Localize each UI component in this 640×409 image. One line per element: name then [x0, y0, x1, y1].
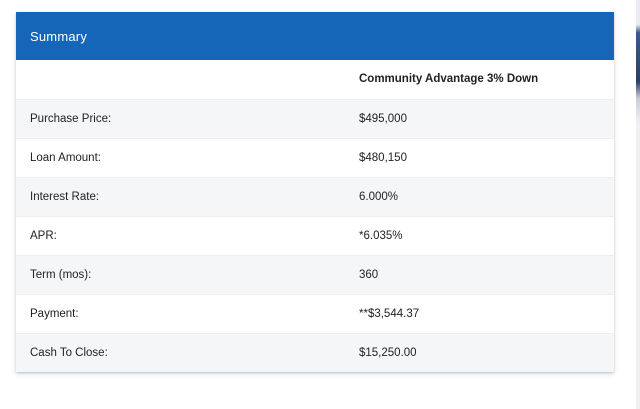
- row-label: Interest Rate:: [16, 176, 344, 216]
- table-row-payment: Payment: **$3,544.37: [16, 293, 614, 333]
- row-value: *6.035%: [344, 215, 614, 255]
- table-row-term: Term (mos): 360: [16, 254, 614, 294]
- window-edge-strip: [636, 0, 640, 409]
- table-row-loan-amount: Loan Amount: $480,150: [16, 137, 614, 177]
- table-header-row: Community Advantage 3% Down: [16, 60, 614, 99]
- table-row-cash-to-close: Cash To Close: $15,250.00: [16, 332, 614, 372]
- row-value: 360: [344, 254, 614, 294]
- row-label: Purchase Price:: [16, 98, 344, 138]
- row-label: APR:: [16, 215, 344, 255]
- summary-header: Summary: [16, 12, 614, 60]
- summary-table: Community Advantage 3% Down Purchase Pri…: [16, 60, 614, 372]
- program-column-header: Community Advantage 3% Down: [359, 73, 539, 86]
- row-value: **$3,544.37: [344, 293, 614, 333]
- row-label: Cash To Close:: [16, 332, 344, 372]
- row-value: $495,000: [344, 98, 614, 138]
- row-label: Payment:: [16, 293, 344, 333]
- row-label: Loan Amount:: [16, 137, 344, 177]
- table-row-purchase-price: Purchase Price: $495,000: [16, 98, 614, 138]
- table-row-apr: APR: *6.035%: [16, 215, 614, 255]
- row-value: $480,150: [344, 137, 614, 177]
- header-empty-cell: [16, 60, 344, 99]
- row-label: Term (mos):: [16, 254, 344, 294]
- row-value: $15,250.00: [344, 332, 614, 372]
- summary-card: Summary Community Advantage 3% Down Purc…: [16, 12, 614, 372]
- table-row-interest-rate: Interest Rate: 6.000%: [16, 176, 614, 216]
- row-value: 6.000%: [344, 176, 614, 216]
- summary-title: Summary: [30, 28, 88, 44]
